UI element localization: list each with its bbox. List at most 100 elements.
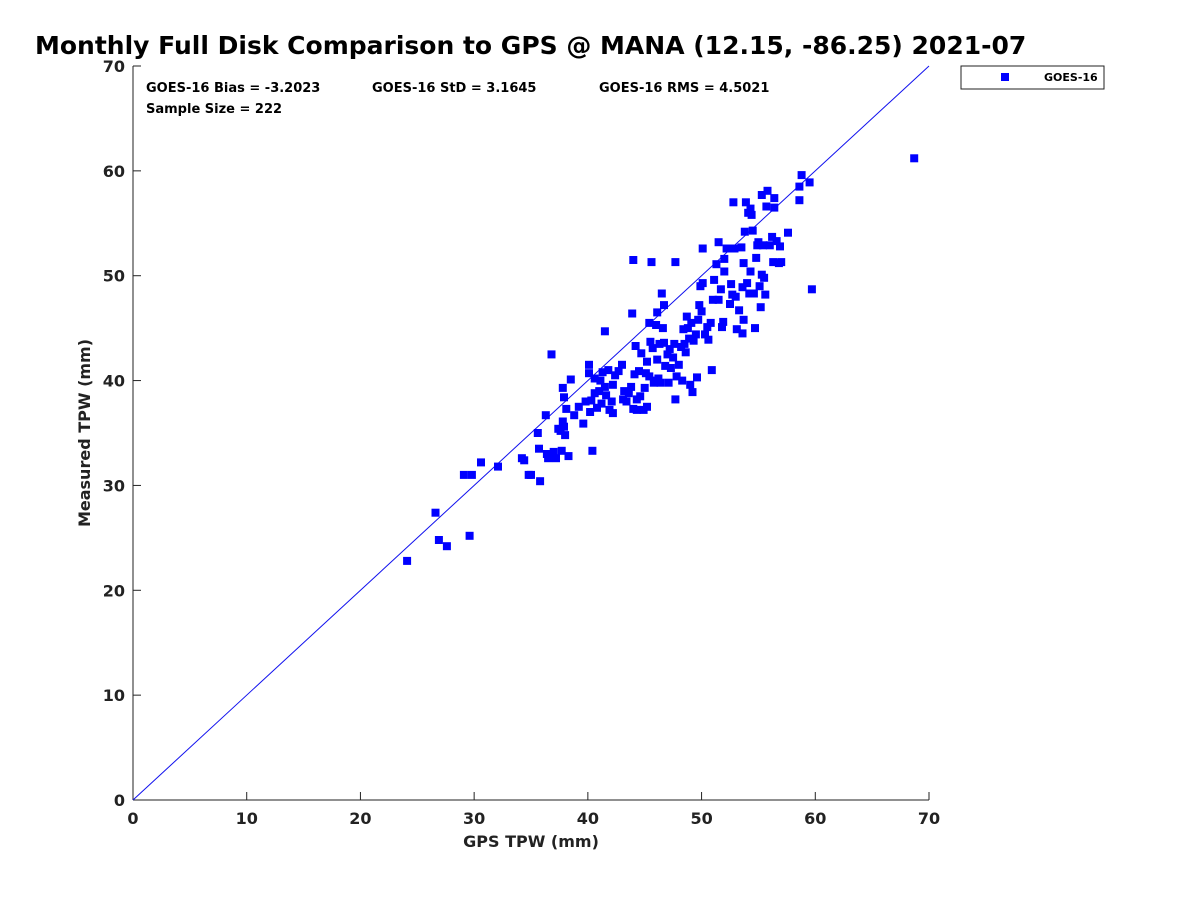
data-point [761,290,770,299]
data-point [632,405,641,414]
data-point [660,301,668,310]
data-point [608,409,617,418]
data-point [635,367,643,376]
data-point [665,345,674,354]
legend-label: GOES-16 [1044,71,1098,84]
data-point [679,325,688,334]
y-tick-label: 20 [103,581,125,600]
y-tick-label: 0 [114,791,125,810]
data-point [459,470,468,479]
data-point [686,380,695,389]
data-point [694,315,703,324]
data-point [739,259,748,268]
data-point [752,253,761,262]
data-point [637,349,646,358]
data-point [680,339,689,348]
data-point [570,411,579,420]
x-tick-label: 10 [236,809,258,828]
x-tick-label: 50 [690,809,712,828]
data-point [760,273,769,282]
data-point [738,283,747,292]
y-tick-label: 50 [103,267,125,286]
data-point [689,336,698,345]
data-point [751,324,759,333]
data-point [607,397,616,406]
data-point [722,244,731,253]
data-point [763,186,772,195]
data-point [653,355,662,364]
data-point [708,295,717,304]
data-point [698,244,707,253]
data-point [629,256,638,264]
data-point [910,154,919,163]
data-point [542,450,551,458]
data-point [718,323,726,332]
data-point [535,444,543,453]
data-point [598,368,607,377]
data-point [754,238,763,247]
data-point [597,399,606,408]
data-point [710,275,719,284]
data-point [703,323,712,332]
data-point [714,238,723,247]
data-point [434,536,443,544]
data-point [671,395,680,404]
data-point [731,292,740,301]
data-point [558,417,567,426]
y-tick-label: 70 [103,57,125,76]
data-point [547,350,556,359]
legend-box [960,65,1105,90]
plot-area: 0 10 20 30 40 50 60 70 0 10 20 30 40 50 60 70 [103,57,940,828]
data-point [671,258,680,267]
data-point [654,374,663,383]
x-tick-label: 30 [463,809,485,828]
data-point [716,285,725,294]
data-point [747,210,756,219]
data-point [588,446,597,455]
x-tick-label: 0 [127,809,138,828]
data-point [611,371,620,380]
chart-title: Monthly Full Disk Comparison to GPS @ MA… [35,31,1026,60]
data-points [403,154,919,565]
x-tick-label: 60 [804,809,826,828]
data-point [622,397,631,406]
data-point [743,279,752,288]
one-to-one-line [132,65,930,801]
data-point [661,361,670,370]
data-point [533,429,542,437]
data-point [738,329,747,338]
data-point [630,370,639,379]
data-point [562,404,571,413]
data-point [520,456,529,465]
data-point [714,295,723,304]
data-point [587,396,596,405]
bias-annotation: GOES-16 Bias = -3.2023 [146,81,320,96]
data-point [706,318,715,327]
data-point [581,397,590,406]
data-point [477,458,485,467]
rms-annotation: GOES-16 RMS = 4.5021 [599,81,769,96]
data-point [600,382,609,391]
data-point [746,267,755,276]
data-point [590,374,599,383]
data-point [431,508,440,517]
data-point [494,462,502,471]
data-point [776,242,784,251]
data-point [765,241,774,250]
data-point [712,260,721,269]
data-point [585,360,593,369]
data-point [697,307,706,316]
data-point [663,350,672,359]
y-axis-label: Measured TPW (mm) [75,339,94,527]
data-point [739,315,748,324]
data-point [707,366,716,375]
data-point [586,408,595,416]
data-point [564,452,573,461]
data-point [600,327,609,336]
data-point [560,393,568,402]
data-point [681,348,690,357]
data-point [660,338,668,347]
data-point [590,389,599,398]
data-point [596,376,605,385]
data-point [627,382,636,391]
